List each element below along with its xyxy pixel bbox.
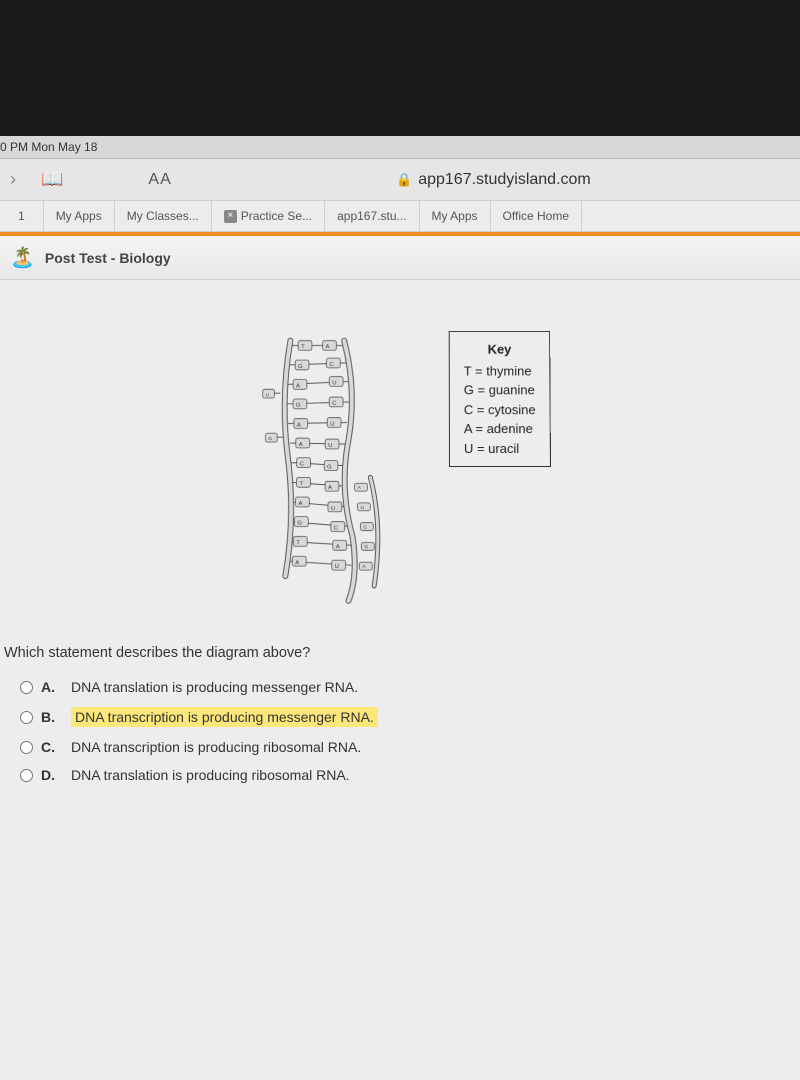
browser-tab[interactable]: My Apps	[420, 201, 491, 231]
address-bar[interactable]: 🔒 app167.studyisland.com	[197, 171, 790, 189]
svg-text:U: U	[332, 380, 336, 386]
svg-text:T: T	[300, 481, 304, 487]
svg-text:G: G	[297, 521, 302, 527]
svg-text:A: A	[296, 383, 300, 389]
answers-list: A. DNA translation is producing messenger…	[0, 673, 800, 789]
answer-letter: D.	[41, 767, 59, 783]
svg-text:G: G	[298, 364, 303, 370]
tab-label: app167.stu...	[337, 209, 406, 223]
svg-text:U: U	[328, 443, 332, 449]
browser-tab[interactable]: Office Home	[491, 201, 582, 231]
svg-text:A: A	[295, 560, 299, 566]
tab-label: Office Home	[503, 209, 569, 223]
svg-text:U: U	[335, 564, 339, 570]
dna-diagram: TAGCAUGCAUAUCGTAAUGCTAAUAUCGAUG	[248, 331, 419, 611]
key-box: Key T = thymineG = guanineC = cytosineA …	[449, 331, 551, 467]
key-title: Key	[464, 340, 536, 359]
safari-toolbar: › 📖 AA 🔒 app167.studyisland.com	[0, 159, 800, 201]
studyisland-logo-icon: 🏝️	[10, 245, 35, 270]
key-line: G = guanine	[464, 380, 536, 399]
radio-icon[interactable]	[20, 711, 33, 724]
svg-text:A: A	[336, 544, 340, 550]
svg-text:A: A	[328, 485, 332, 491]
answer-text: DNA translation is producing messenger R…	[71, 679, 358, 695]
tab-strip: 1 My Apps My Classes... × Practice Se... app1…	[0, 201, 800, 232]
key-line: U = uracil	[464, 439, 536, 458]
svg-text:A: A	[326, 344, 330, 350]
status-time: 0 PM Mon May 18	[0, 140, 97, 154]
answer-letter: A.	[41, 679, 59, 695]
browser-tab[interactable]: × Practice Se...	[212, 201, 325, 231]
answer-row[interactable]: B. DNA transcription is producing messeng…	[20, 701, 800, 733]
diagram-area: TAGCAUGCAUAUCGTAAUGCTAAUAUCGAUG Key T = …	[0, 331, 800, 611]
svg-text:A: A	[299, 442, 303, 448]
answer-letter: B.	[41, 709, 59, 725]
svg-text:U: U	[331, 506, 335, 512]
tab-label: Practice Se...	[241, 209, 312, 223]
key-line: T = thymine	[464, 361, 536, 380]
key-line: C = cytosine	[464, 400, 536, 419]
browser-tab[interactable]: app167.stu...	[325, 201, 419, 231]
tab-label: My Apps	[432, 209, 478, 223]
question-text: Which statement describes the diagram ab…	[0, 645, 800, 673]
tab-label: My Apps	[56, 209, 102, 223]
answer-row[interactable]: A. DNA translation is producing messenger…	[20, 673, 800, 701]
tab-label: My Classes...	[127, 209, 199, 223]
svg-text:G: G	[364, 544, 368, 550]
svg-text:T: T	[301, 344, 305, 350]
key-lines: T = thymineG = guanineC = cytosineA = ad…	[464, 361, 536, 458]
svg-text:U: U	[361, 505, 365, 511]
close-icon[interactable]: ×	[224, 210, 237, 223]
key-line: A = adenine	[464, 419, 536, 438]
answer-text: DNA transcription is producing ribosomal…	[71, 739, 361, 755]
browser-tab[interactable]: 1	[0, 201, 44, 231]
photo-dark-area	[0, 0, 800, 136]
svg-text:G: G	[268, 436, 272, 442]
forward-arrow-icon[interactable]: ›	[10, 169, 16, 190]
svg-text:U: U	[266, 392, 270, 398]
answer-row[interactable]: D. DNA translation is producing ribosomal…	[20, 761, 800, 789]
answer-row[interactable]: C. DNA transcription is producing ribosom…	[20, 733, 800, 761]
answer-text: DNA translation is producing ribosomal R…	[71, 767, 350, 783]
svg-text:A: A	[299, 501, 303, 507]
svg-text:G: G	[327, 465, 332, 471]
browser-tab[interactable]: My Apps	[44, 201, 115, 231]
bookmarks-icon[interactable]: 📖	[41, 169, 63, 190]
page-title: Post Test - Biology	[45, 250, 171, 266]
test-header: 🏝️ Post Test - Biology	[0, 236, 800, 280]
lock-icon: 🔒	[396, 172, 412, 188]
reader-aa-button[interactable]: AA	[148, 171, 171, 189]
tab-label: 1	[18, 209, 25, 223]
svg-text:A: A	[297, 422, 301, 428]
ipad-status-bar: 0 PM Mon May 18	[0, 136, 800, 159]
radio-icon[interactable]	[20, 741, 33, 754]
radio-icon[interactable]	[20, 681, 33, 694]
url-text: app167.studyisland.com	[418, 171, 591, 189]
answer-letter: C.	[41, 739, 59, 755]
svg-text:U: U	[330, 421, 334, 427]
answer-text: DNA transcription is producing messenger…	[71, 707, 378, 727]
svg-text:G: G	[296, 403, 301, 409]
svg-text:C: C	[363, 525, 367, 531]
radio-icon[interactable]	[20, 769, 33, 782]
svg-text:T: T	[296, 540, 300, 546]
question-content: TAGCAUGCAUAUCGTAAUGCTAAUAUCGAUG Key T = …	[0, 280, 800, 1080]
browser-tab[interactable]: My Classes...	[115, 201, 212, 231]
